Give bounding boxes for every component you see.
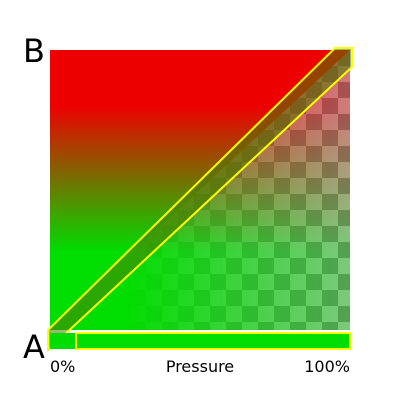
axis-min-label: 0% [50, 357, 75, 376]
bottom-color-bar [50, 333, 350, 349]
label-b: B [23, 32, 45, 70]
bottom-bar-outline [75, 332, 351, 350]
axis-title: Pressure [166, 357, 234, 376]
label-a: A [23, 328, 45, 366]
diagonal-pressure-band [47, 47, 353, 353]
axis-max-label: 100% [304, 357, 350, 376]
